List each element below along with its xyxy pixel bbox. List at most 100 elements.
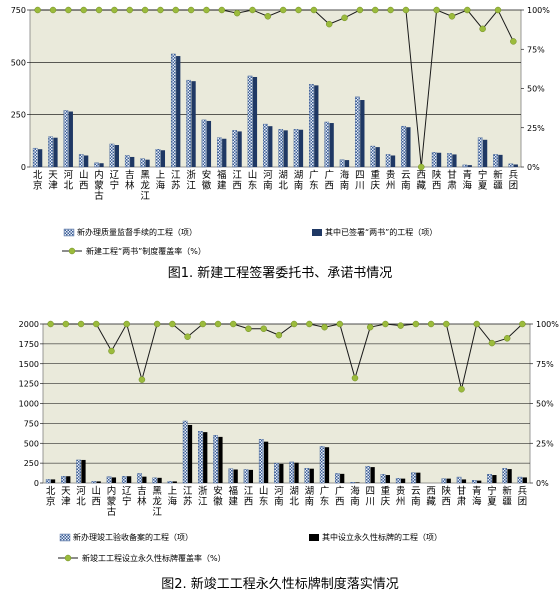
bar-series-2	[187, 424, 193, 483]
line-marker	[93, 320, 100, 328]
category-label: 陕西	[442, 485, 452, 508]
bar-series-1	[198, 431, 203, 484]
y-right-tick-label: 75%	[527, 45, 545, 54]
bar-series-2	[294, 462, 299, 483]
y-left-tick-label: 500	[24, 439, 39, 448]
chart-1: 0 250 500 750 0% 25% 50% 75% 100% 北京天津河北山西内蒙古辽宁吉林…	[11, 6, 551, 256]
bar-series-1	[228, 468, 234, 484]
bar-series-1	[48, 136, 53, 168]
category-label: 云南	[411, 486, 421, 508]
category-label: 重庆	[381, 485, 391, 508]
bar-series-1	[324, 121, 330, 168]
bar-series-1	[335, 473, 340, 484]
bar-series-2	[191, 81, 196, 167]
category-label: 江苏	[171, 170, 181, 192]
legend-label-1: 新办理竣工验收备案的工程（项）	[73, 532, 193, 542]
bar-series-1	[431, 152, 437, 168]
legend-swatch-2	[312, 229, 322, 236]
category-label: 江苏	[183, 486, 193, 508]
legend-marker-3	[64, 554, 72, 562]
category-label: 西藏	[426, 486, 436, 508]
bar-series-1	[106, 476, 112, 484]
y-right-tick-label: 100%	[527, 6, 550, 15]
line-marker	[153, 320, 161, 328]
line-marker	[321, 323, 328, 331]
line-marker	[371, 6, 379, 14]
line-marker	[47, 320, 54, 328]
bar-series-2	[390, 155, 396, 167]
category-label: 宁夏	[487, 485, 497, 508]
bar-series-2	[507, 469, 512, 483]
plot-area	[29, 9, 522, 168]
category-label: 江西	[244, 486, 254, 508]
line-marker	[336, 320, 344, 328]
category-label: 内蒙古	[94, 169, 104, 202]
line-marker	[187, 6, 195, 14]
bar-series-1	[508, 163, 514, 168]
bar-series-2	[145, 159, 150, 167]
bar-series-2	[263, 441, 269, 483]
category-label: 甘肃	[457, 485, 467, 508]
bar-series-2	[385, 475, 390, 483]
category-label: 贵州	[386, 169, 396, 192]
bar-series-1	[94, 162, 99, 168]
bar-series-1	[137, 473, 142, 484]
category-label: 上海	[156, 170, 166, 192]
category-label: 新疆	[493, 169, 503, 192]
bar-series-2	[206, 120, 212, 167]
y-left-tick-label: 250	[11, 111, 26, 120]
line-marker	[464, 6, 471, 14]
category-label: 四川	[365, 486, 375, 508]
bar-series-1	[278, 129, 284, 168]
category-label: 广东	[320, 485, 330, 508]
bar-series-2	[314, 85, 319, 167]
category-label: 湖南	[305, 486, 315, 508]
line-marker	[80, 6, 87, 14]
bar-series-1	[109, 143, 115, 168]
bar-series-2	[172, 481, 177, 483]
bar-series-1	[182, 420, 188, 484]
category-label: 福建	[228, 485, 238, 508]
line-marker	[264, 13, 272, 20]
category-label: 福建	[217, 169, 227, 192]
bar-series-2	[157, 477, 162, 483]
y-right-tick-label: 25%	[527, 124, 545, 133]
bar-series-1	[140, 158, 145, 168]
line-marker	[366, 323, 374, 331]
line-marker	[458, 385, 465, 393]
bar-series-1	[441, 478, 447, 484]
legend-label-2: 其中已签署“两书”的工程（项）	[325, 227, 437, 237]
bar-series-2	[492, 475, 497, 483]
bar-series-1	[370, 145, 376, 168]
legend-label-1: 新办理质量监督手续的工程（项）	[77, 227, 197, 237]
bar-series-2	[416, 472, 421, 483]
line-marker	[249, 6, 256, 14]
legend-swatch-1	[59, 533, 71, 542]
bar-series-2	[37, 149, 43, 167]
y-left-tick-label: 1750	[19, 340, 39, 349]
y-right-tick-label: 50%	[527, 85, 545, 94]
line-marker	[245, 325, 252, 333]
line-marker	[448, 13, 456, 20]
line-marker	[233, 9, 241, 17]
bar-series-2	[344, 160, 350, 167]
bar-series-1	[152, 477, 158, 484]
bar-series-2	[114, 145, 119, 167]
category-label: 河北	[76, 485, 86, 508]
bar-series-1	[401, 125, 406, 168]
category-label: 湖南	[294, 170, 304, 192]
y-left-tick-label: 1000	[19, 400, 39, 409]
line-marker	[325, 20, 333, 28]
legend-label-2: 其中设立永久性标牌的工程（项）	[322, 532, 442, 542]
bar-series-2	[81, 459, 86, 483]
y-right-tick-label: 50%	[536, 400, 554, 409]
bar-series-1	[186, 79, 192, 168]
bar-series-1	[477, 137, 483, 168]
line-marker	[488, 339, 496, 347]
y-left-tick-label: 250	[24, 459, 39, 468]
line-marker	[123, 320, 130, 328]
category-label: 江西	[232, 170, 242, 192]
y-left-tick-label: 0	[34, 479, 39, 488]
line-marker	[473, 320, 480, 328]
line-marker	[157, 6, 164, 14]
